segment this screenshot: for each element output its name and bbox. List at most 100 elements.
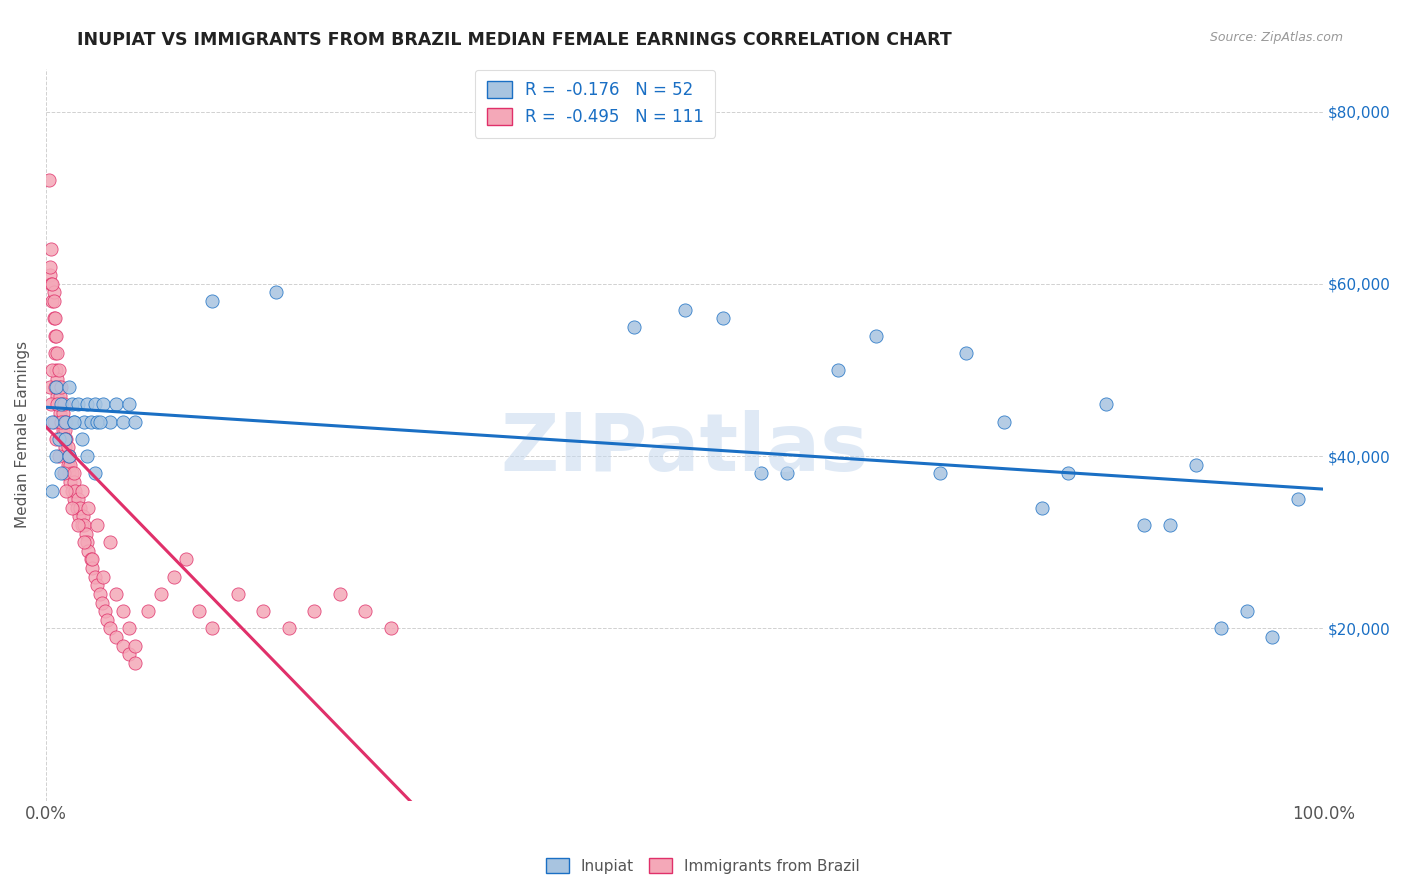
Point xyxy=(55,449,77,463)
Point xyxy=(76,535,98,549)
Point xyxy=(51,467,73,481)
Point xyxy=(1286,492,1309,507)
Point xyxy=(163,570,186,584)
Point xyxy=(302,604,325,618)
Point xyxy=(776,467,799,481)
Point xyxy=(955,345,977,359)
Point xyxy=(73,518,96,533)
Point xyxy=(73,535,96,549)
Point xyxy=(51,380,73,394)
Point xyxy=(58,380,80,394)
Point xyxy=(60,500,83,515)
Point xyxy=(53,415,76,429)
Point xyxy=(66,397,89,411)
Point xyxy=(48,380,70,394)
Point xyxy=(188,604,211,618)
Point xyxy=(48,432,70,446)
Point xyxy=(73,415,96,429)
Point xyxy=(1184,458,1206,472)
Point xyxy=(149,587,172,601)
Point xyxy=(86,415,108,429)
Point xyxy=(56,458,79,472)
Point xyxy=(86,578,108,592)
Point xyxy=(39,397,62,411)
Point xyxy=(70,518,93,533)
Point xyxy=(45,328,67,343)
Point xyxy=(51,397,73,411)
Point xyxy=(77,500,100,515)
Point xyxy=(55,432,77,446)
Point xyxy=(277,621,299,635)
Point xyxy=(66,518,89,533)
Point xyxy=(83,570,105,584)
Point xyxy=(929,467,952,481)
Point xyxy=(52,415,75,429)
Point xyxy=(1261,630,1284,644)
Point xyxy=(80,561,103,575)
Point xyxy=(45,380,67,394)
Point xyxy=(105,630,128,644)
Point xyxy=(124,656,146,670)
Point xyxy=(79,415,101,429)
Point xyxy=(93,397,115,411)
Point xyxy=(176,552,198,566)
Point xyxy=(48,363,70,377)
Point xyxy=(77,544,100,558)
Point xyxy=(118,621,141,635)
Point xyxy=(52,406,75,420)
Point xyxy=(1031,500,1053,515)
Point xyxy=(38,380,60,394)
Point xyxy=(41,363,63,377)
Point xyxy=(66,500,89,515)
Point xyxy=(623,319,645,334)
Point xyxy=(58,467,80,481)
Point xyxy=(48,397,70,411)
Point xyxy=(201,621,224,635)
Text: ZIPatlas: ZIPatlas xyxy=(501,410,869,488)
Point xyxy=(201,294,224,309)
Point xyxy=(93,604,115,618)
Point xyxy=(59,475,82,489)
Point xyxy=(44,311,66,326)
Point xyxy=(89,587,111,601)
Point xyxy=(42,285,65,300)
Point xyxy=(98,415,121,429)
Point xyxy=(76,397,98,411)
Point xyxy=(1095,397,1118,411)
Point xyxy=(111,639,134,653)
Point xyxy=(96,613,118,627)
Point xyxy=(51,397,73,411)
Point xyxy=(42,311,65,326)
Point xyxy=(329,587,352,601)
Point xyxy=(53,432,76,446)
Point xyxy=(70,432,93,446)
Point xyxy=(1236,604,1258,618)
Point xyxy=(46,371,69,385)
Point xyxy=(70,483,93,498)
Point xyxy=(105,587,128,601)
Point xyxy=(42,294,65,309)
Point xyxy=(38,268,60,283)
Point xyxy=(41,277,63,291)
Point xyxy=(48,449,70,463)
Point xyxy=(56,441,79,455)
Point xyxy=(41,294,63,309)
Legend: Inupiat, Immigrants from Brazil: Inupiat, Immigrants from Brazil xyxy=(540,852,866,880)
Point xyxy=(72,509,94,524)
Point xyxy=(58,449,80,463)
Point xyxy=(1056,467,1078,481)
Point xyxy=(98,621,121,635)
Text: INUPIAT VS IMMIGRANTS FROM BRAZIL MEDIAN FEMALE EARNINGS CORRELATION CHART: INUPIAT VS IMMIGRANTS FROM BRAZIL MEDIAN… xyxy=(77,31,952,49)
Point xyxy=(83,397,105,411)
Point xyxy=(66,492,89,507)
Point xyxy=(827,363,849,377)
Point xyxy=(1159,518,1181,533)
Point xyxy=(41,483,63,498)
Point xyxy=(60,467,83,481)
Point xyxy=(59,458,82,472)
Point xyxy=(41,415,63,429)
Point xyxy=(44,380,66,394)
Point xyxy=(354,604,377,618)
Point xyxy=(46,397,69,411)
Point xyxy=(60,483,83,498)
